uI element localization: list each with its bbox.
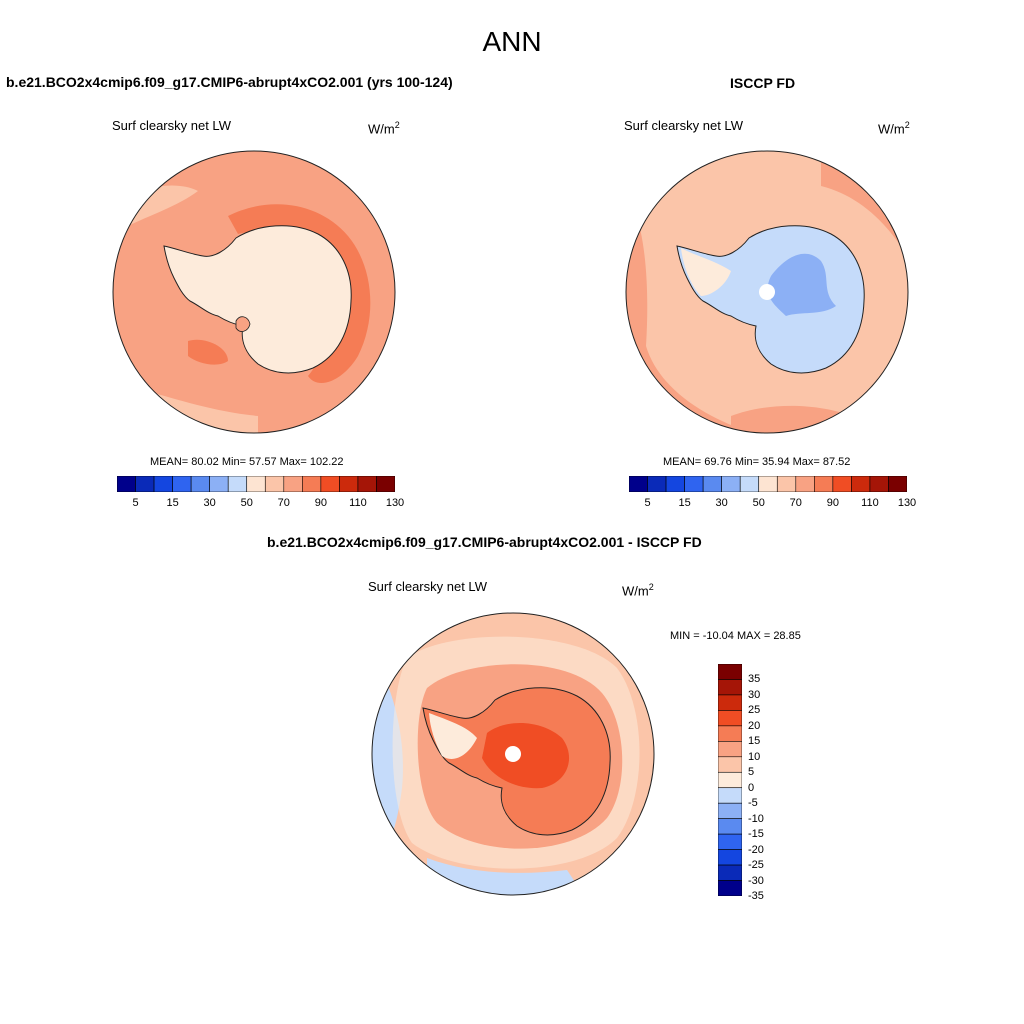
model-stats: MEAN= 80.02 Min= 57.57 Max= 102.22 xyxy=(150,456,344,468)
diff-colorbar-tick-label: 35 xyxy=(748,673,761,686)
model-colorbar-box xyxy=(357,476,377,492)
model-colorbar-box xyxy=(190,476,210,492)
diff-colorbar-tick-label: 15 xyxy=(748,735,761,748)
obs-warm-bottom xyxy=(731,405,851,433)
diff-units: W/m2 xyxy=(622,582,654,599)
model-colorbar-tick-label: 90 xyxy=(314,497,327,509)
model-units: W/m2 xyxy=(368,120,400,137)
obs-colorbar-tick-label: 15 xyxy=(678,497,691,509)
model-colorbar-box xyxy=(209,476,229,492)
diff-colorbar-tick-label: 0 xyxy=(748,781,755,794)
obs-units: W/m2 xyxy=(878,120,910,137)
obs-colorbar-box xyxy=(851,476,871,492)
model-colorbar-tick-label: 5 xyxy=(132,497,139,509)
obs-colorbar-tick-label: 90 xyxy=(826,497,839,509)
obs-warm-ring xyxy=(626,186,771,433)
diff-colorbar-ticks: 35 30 25 20 15 10 5 0 -5 -10 -15 -20 -25 -30 -35 xyxy=(718,664,798,902)
obs-colorbar-box xyxy=(888,476,907,492)
model-colorbar-box xyxy=(117,476,136,492)
model-variable-label: Surf clearsky net LW xyxy=(112,118,231,133)
obs-colorbar-box xyxy=(629,476,648,492)
model-colorbar-tick-label: 50 xyxy=(240,497,253,509)
model-colorbar-box xyxy=(227,476,248,492)
obs-map xyxy=(625,150,909,434)
model-colorbar-box xyxy=(153,476,173,492)
model-colorbar-ticks: 5 15 30 50 70 90 110 130 xyxy=(117,497,404,511)
diff-colorbar-tick-label: -30 xyxy=(748,874,764,887)
obs-colorbar-box xyxy=(776,476,797,492)
obs-stats: MEAN= 69.76 Min= 35.94 Max= 87.52 xyxy=(663,456,851,468)
obs-colorbar xyxy=(629,476,907,492)
model-ice-shelf xyxy=(235,316,251,332)
obs-colorbar-box xyxy=(814,476,834,492)
obs-colorbar-box xyxy=(684,476,704,492)
obs-panel-title: ISCCP FD xyxy=(730,75,796,91)
diff-stats: MIN = -10.04 MAX = 28.85 xyxy=(670,630,801,642)
model-colorbar-box xyxy=(320,476,340,492)
diff-map xyxy=(371,612,655,896)
model-colorbar-box xyxy=(246,476,266,492)
obs-cold-core xyxy=(767,253,836,316)
obs-colorbar-box xyxy=(721,476,741,492)
model-colorbar-box xyxy=(302,476,322,492)
diff-colorbar-tick-label: -20 xyxy=(748,843,764,856)
model-colorbar-box xyxy=(135,476,155,492)
diff-colorbar-tick-label: 5 xyxy=(748,766,755,779)
diff-colorbar-tick-label: -25 xyxy=(748,859,764,872)
obs-colorbar-box xyxy=(795,476,815,492)
model-colorbar-box xyxy=(172,476,192,492)
model-panel-title: b.e21.BCO2x4cmip6.f09_g17.CMIP6-abrupt4x… xyxy=(6,74,453,90)
obs-colorbar-box xyxy=(647,476,667,492)
model-colorbar-tick-label: 110 xyxy=(349,497,367,509)
model-colorbar xyxy=(117,476,395,492)
obs-colorbar-tick-label: 5 xyxy=(644,497,651,509)
obs-colorbar-tick-label: 50 xyxy=(752,497,765,509)
obs-colorbar-box xyxy=(702,476,722,492)
diff-colorbar xyxy=(718,664,742,896)
model-colorbar-box xyxy=(264,476,285,492)
diff-colorbar-tick-label: 20 xyxy=(748,719,761,732)
obs-variable-label: Surf clearsky net LW xyxy=(624,118,743,133)
model-colorbar-tick-label: 30 xyxy=(203,497,216,509)
obs-colorbar-box xyxy=(739,476,760,492)
model-colorbar-tick-label: 15 xyxy=(166,497,179,509)
model-colorbar-box xyxy=(339,476,359,492)
diff-panel-title: b.e21.BCO2x4cmip6.f09_g17.CMIP6-abrupt4x… xyxy=(267,534,702,550)
model-colorbar-tick-label: 130 xyxy=(385,497,405,509)
diff-colorbar-tick-label: 10 xyxy=(748,750,761,763)
model-warm-patch xyxy=(188,339,228,365)
model-colorbar-box xyxy=(376,476,395,492)
obs-peninsula-light xyxy=(681,248,731,296)
model-colorbar-tick-label: 70 xyxy=(277,497,290,509)
diff-colorbar-tick-label: -10 xyxy=(748,812,764,825)
obs-colorbar-tick-label: 130 xyxy=(897,497,917,509)
obs-colorbar-box xyxy=(832,476,852,492)
diff-colorbar-tick-label: -15 xyxy=(748,828,764,841)
obs-colorbar-box xyxy=(758,476,778,492)
obs-colorbar-box xyxy=(869,476,889,492)
diff-pole-hole xyxy=(505,746,521,762)
obs-pole-hole xyxy=(759,284,775,300)
obs-colorbar-box xyxy=(665,476,685,492)
obs-colorbar-tick-label: 110 xyxy=(861,497,879,509)
obs-colorbar-ticks: 5 15 30 50 70 90 110 130 xyxy=(629,497,916,511)
diff-colorbar-tick-label: 25 xyxy=(748,704,761,717)
obs-colorbar-tick-label: 30 xyxy=(715,497,728,509)
obs-colorbar-tick-label: 70 xyxy=(789,497,802,509)
diff-colorbar-tick-label: -5 xyxy=(748,797,758,810)
diff-variable-label: Surf clearsky net LW xyxy=(368,579,487,594)
diff-colorbar-tick-label: -35 xyxy=(748,890,764,902)
model-colorbar-box xyxy=(283,476,303,492)
diff-light-peninsula xyxy=(429,713,477,759)
main-title: ANN xyxy=(482,26,542,57)
diff-hot-core xyxy=(482,722,570,789)
model-map xyxy=(112,150,396,434)
diff-colorbar-tick-label: 30 xyxy=(748,688,761,701)
